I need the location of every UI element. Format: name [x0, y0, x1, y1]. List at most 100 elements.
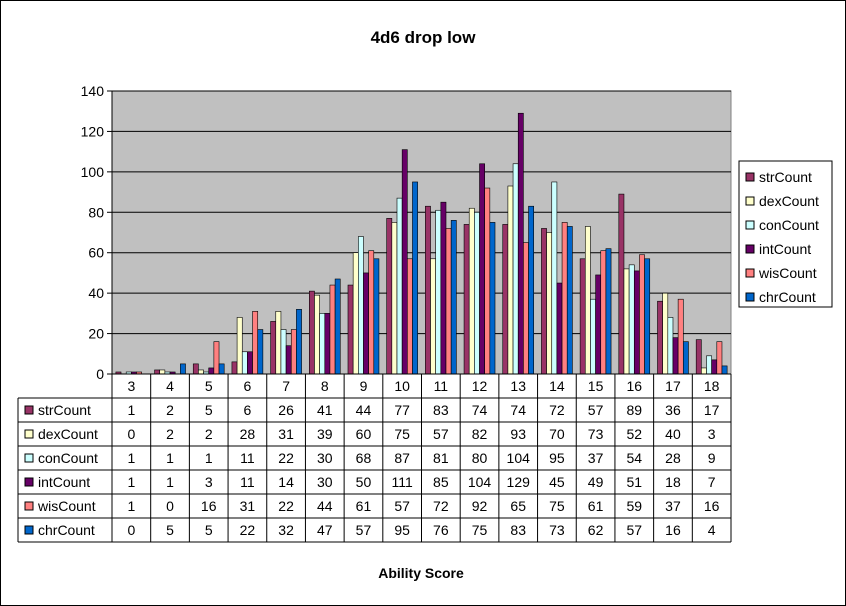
bar-strCount-14: [541, 228, 547, 375]
chart-title: 4d6 drop low: [371, 28, 477, 47]
table-cell: 37: [665, 498, 681, 514]
table-cell: 5: [205, 522, 213, 538]
table-cell: 57: [433, 426, 449, 442]
y-tick-label: 120: [81, 123, 105, 139]
x-tick-label: 4: [166, 378, 174, 394]
bar-wisCount-14: [561, 222, 568, 375]
table-cell: 1: [205, 450, 213, 466]
table-cell: 1: [127, 498, 135, 514]
x-tick-label: 15: [588, 378, 604, 394]
table-cell: 45: [549, 474, 565, 490]
table-cell: 83: [433, 402, 449, 418]
table-cell: 14: [278, 474, 294, 490]
table-cell: 32: [278, 522, 294, 538]
table-cell: 4: [708, 522, 716, 538]
bar-dexCount-12: [468, 207, 475, 375]
bar-wisCount-8: [329, 284, 336, 375]
table-cell: 61: [588, 498, 604, 514]
bar-intCount-16: [633, 270, 640, 375]
table-cell: 104: [507, 450, 531, 466]
bar-conCount-18: [706, 355, 712, 375]
bar-chrCount-5: [218, 363, 225, 375]
x-tick-label: 5: [205, 378, 213, 394]
bar-chrCount-4: [180, 363, 186, 375]
bar-intCount-11: [440, 201, 447, 375]
table-cell: 77: [394, 402, 410, 418]
bar-intCount-9: [363, 272, 369, 375]
bar-strCount-12: [463, 224, 470, 375]
bar-strCount-16: [618, 193, 625, 375]
table-legend-key-wisCount: [24, 501, 34, 511]
bar-strCount-18: [695, 339, 702, 375]
table-cell: 92: [472, 498, 488, 514]
table-cell: 18: [665, 474, 681, 490]
x-tick-label: 18: [704, 378, 720, 394]
legend-label: intCount: [759, 241, 811, 257]
bar-wisCount-5: [213, 341, 220, 375]
gridlines: [112, 90, 731, 335]
table-cell: 75: [394, 426, 410, 442]
bar-chrCount-6: [257, 329, 264, 375]
table-cell: 65: [510, 498, 526, 514]
x-tick-label: 3: [127, 378, 135, 394]
table-cell: 59: [626, 498, 642, 514]
bars: [115, 112, 728, 375]
table-cell: 82: [472, 426, 488, 442]
table-cell: 85: [433, 474, 449, 490]
table-cell: 3: [205, 474, 213, 490]
table-cell: 74: [472, 402, 488, 418]
table-cell: 6: [244, 402, 252, 418]
table-cell: 1: [166, 474, 174, 490]
table-cell: 28: [240, 426, 256, 442]
bar-dexCount-7: [275, 311, 282, 375]
table-cell: 44: [356, 402, 372, 418]
legend-label: conCount: [759, 217, 819, 233]
bar-dexCount-4: [159, 369, 166, 375]
bar-dexCount-13: [507, 185, 514, 375]
table-cell: 11: [240, 474, 255, 490]
legend-key-dexCount: [745, 196, 755, 206]
table-cell: 17: [704, 402, 720, 418]
bar-dexCount-18: [701, 367, 707, 375]
table-cell: 93: [510, 426, 526, 442]
y-tick-label: 0: [96, 366, 104, 382]
bar-chrCount-8: [334, 278, 341, 375]
bar-wisCount-6: [252, 311, 259, 375]
bar-strCount-8: [309, 290, 315, 375]
table-cell: 57: [394, 498, 410, 514]
y-axis-tick-labels: 0 20 40 60 80 100 120 140: [81, 83, 112, 382]
bar-wisCount-15: [600, 250, 607, 375]
table-cell: 54: [626, 450, 642, 466]
table-cell: 52: [626, 426, 642, 442]
legend-label: wisCount: [758, 265, 817, 281]
legend-key-wisCount: [745, 268, 755, 278]
x-tick-label: 17: [665, 378, 681, 394]
table-cell: 72: [549, 402, 565, 418]
table-cell: 11: [240, 450, 255, 466]
table-cell: 75: [549, 498, 565, 514]
table-cell: 83: [510, 522, 526, 538]
x-tick-label: 12: [472, 378, 488, 394]
legend-key-conCount: [745, 220, 755, 230]
bar-conCount-17: [667, 317, 674, 375]
table-cell: 49: [588, 474, 604, 490]
table-cell: 0: [166, 498, 174, 514]
table-cell: 31: [278, 426, 294, 442]
bar-strCount-9: [347, 284, 354, 375]
table-cell: 76: [433, 522, 449, 538]
table-cell: 73: [549, 522, 565, 538]
bar-dexCount-5: [198, 369, 204, 375]
table-cell: 68: [356, 450, 372, 466]
bar-dexCount-9: [352, 252, 359, 375]
table-cell: 1: [127, 450, 135, 466]
table-cell: 22: [278, 450, 294, 466]
table-cell: 30: [317, 450, 333, 466]
table-cell: 57: [626, 522, 642, 538]
table-cell: 1: [127, 474, 135, 490]
table-cell: 81: [433, 450, 449, 466]
bar-strCount-17: [657, 300, 663, 375]
bar-wisCount-11: [445, 228, 452, 375]
table-cell: 44: [317, 498, 333, 514]
table-cell: 61: [356, 498, 372, 514]
legend-key-intCount: [745, 244, 755, 254]
